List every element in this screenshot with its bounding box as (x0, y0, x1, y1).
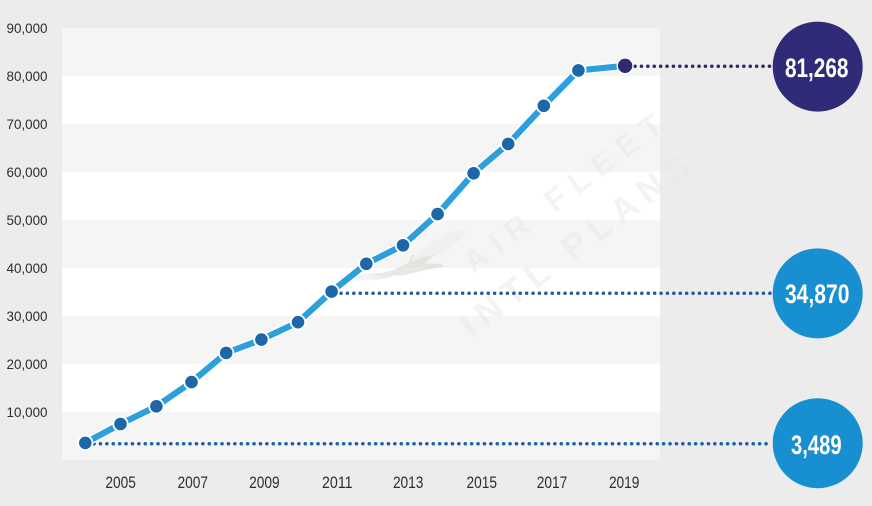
svg-text:2017: 2017 (537, 474, 568, 492)
svg-text:2015: 2015 (467, 474, 498, 492)
svg-text:70,000: 70,000 (7, 117, 48, 132)
svg-text:40,000: 40,000 (7, 261, 48, 276)
svg-text:3,489: 3,489 (791, 430, 842, 460)
svg-text:2009: 2009 (249, 474, 280, 492)
svg-text:2013: 2013 (393, 474, 424, 492)
svg-text:81,268: 81,268 (785, 53, 849, 83)
svg-text:2005: 2005 (105, 474, 136, 492)
svg-text:80,000: 80,000 (7, 69, 48, 84)
svg-text:2011: 2011 (322, 474, 353, 492)
svg-text:20,000: 20,000 (7, 357, 48, 372)
svg-text:10,000: 10,000 (7, 405, 48, 420)
svg-text:30,000: 30,000 (7, 309, 48, 324)
svg-text:2007: 2007 (178, 474, 209, 492)
svg-text:50,000: 50,000 (7, 213, 48, 228)
svg-text:34,870: 34,870 (785, 279, 850, 309)
svg-text:90,000: 90,000 (7, 21, 48, 36)
svg-text:60,000: 60,000 (7, 165, 48, 180)
svg-text:2019: 2019 (609, 474, 640, 492)
